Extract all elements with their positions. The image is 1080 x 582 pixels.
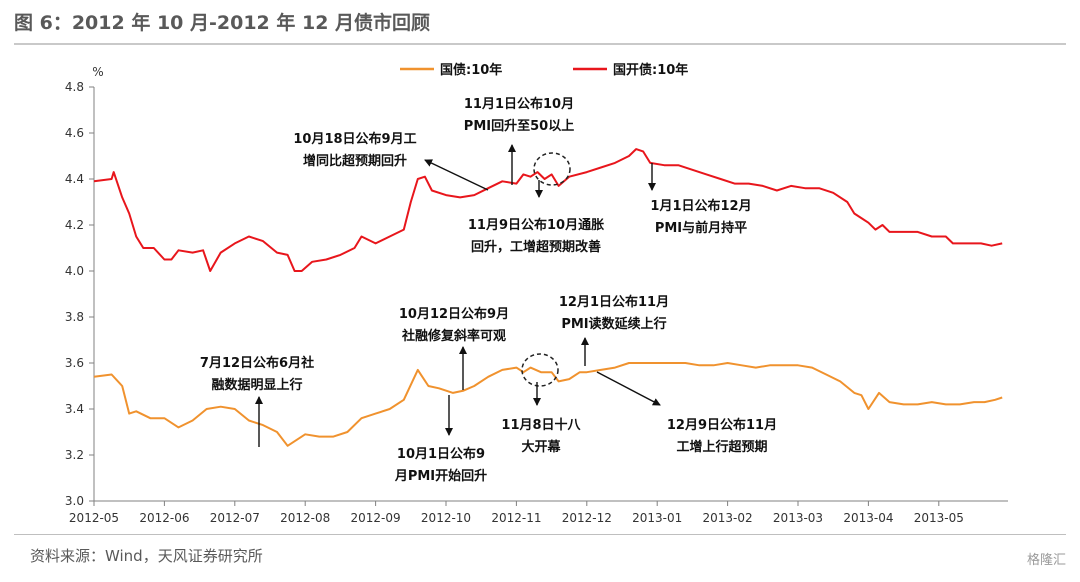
chart-legend: 国债:10年 国开债:10年 <box>400 62 688 78</box>
annotation-text: 增同比超预期回升 <box>303 153 407 169</box>
annotation-text: 10月1日公布9 <box>397 446 485 462</box>
y-tick-label: 4.2 <box>65 218 84 232</box>
legend-label: 国开债:10年 <box>613 62 688 78</box>
y-tick-label: 4.6 <box>65 126 84 140</box>
annotation-5: 12月1日公布11月 PMI读数延续上行 <box>559 294 669 366</box>
series-line-2 <box>93 148 1003 272</box>
annotation-text: 回升，工增超预期改善 <box>471 239 601 255</box>
annotation-text: 月PMI开始回升 <box>394 468 487 484</box>
annotation-text: 11月8日十八 <box>501 417 581 433</box>
x-tick-label: 2012-12 <box>562 511 612 525</box>
y-tick-label: 3.0 <box>65 494 84 508</box>
x-tick-label: 2013-05 <box>914 511 964 525</box>
x-tick-label: 2012-07 <box>210 511 260 525</box>
page-title: 图 6：2012 年 10 月-2012 年 12 月债市回顾 <box>14 12 431 34</box>
series-line-1 <box>93 362 1003 447</box>
x-tick-label: 2012-10 <box>421 511 471 525</box>
y-tick-label: 4.8 <box>65 80 84 94</box>
source-note: 资料来源：Wind，天风证券研究所 <box>30 547 263 565</box>
annotation-text: 工增上行超预期 <box>676 439 767 455</box>
watermark: 格隆汇 <box>1026 553 1066 568</box>
y-tick-label: 4.4 <box>65 172 84 186</box>
annotation-10: 10月1日公布9 月PMI开始回升 <box>394 395 487 484</box>
bond-yield-chart: % 4.8 4.6 4.4 4.2 4.0 3.8 3.6 3.4 3.2 3.0 2012-05 20… <box>65 62 1008 525</box>
annotation-text: 10月18日公布9月工 <box>293 131 416 147</box>
highlight-circle-1 <box>533 152 571 186</box>
annotation-text: 12月1日公布11月 <box>559 294 669 310</box>
y-tick-label: 3.6 <box>65 356 84 370</box>
chart-annotations: 11月1日公布10月PMI回升至50以上10月18日公布9月工增同比超预期回升1… <box>200 96 777 484</box>
annotation-text: 大开幕 <box>521 439 561 455</box>
annotation-text: 融数据明显上行 <box>211 377 302 393</box>
title-divider <box>14 43 1066 45</box>
annotation-arrow <box>596 371 661 406</box>
x-tick-label: 2013-04 <box>843 511 893 525</box>
legend-label: 国债:10年 <box>440 62 502 78</box>
x-tick-label: 2012-06 <box>139 511 189 525</box>
y-tick-label: 3.4 <box>65 402 84 416</box>
x-tick-label: 2012-05 <box>69 511 119 525</box>
chart-series <box>93 148 1003 447</box>
x-tick-label: 2012-11 <box>491 511 541 525</box>
x-tick-label: 2013-01 <box>632 511 682 525</box>
annotation-text: 11月9日公布10月通胀 <box>468 217 604 233</box>
chart-highlight-circles <box>521 152 571 387</box>
annotation-1: 11月1日公布10月 PMI回升至50以上 <box>464 96 574 185</box>
source-divider <box>14 534 1066 535</box>
x-tick-label: 2012-09 <box>351 511 401 525</box>
annotation-text: PMI与前月持平 <box>655 220 747 236</box>
x-tick-label: 2012-08 <box>280 511 330 525</box>
chart-axes: % 4.8 4.6 4.4 4.2 4.0 3.8 3.6 3.4 3.2 3.0 2012-05 20… <box>65 65 1008 525</box>
highlight-circle-2 <box>521 353 559 387</box>
annotation-text: PMI回升至50以上 <box>464 118 574 134</box>
annotation-arrow <box>424 159 489 191</box>
y-tick-label: 3.8 <box>65 310 84 324</box>
annotation-text: 12月9日公布11月 <box>667 417 777 433</box>
x-tick-label: 2013-03 <box>773 511 823 525</box>
annotation-text: 1月1日公布12月 <box>650 198 751 214</box>
x-tick-label: 2013-02 <box>703 511 753 525</box>
annotation-text: 11月1日公布10月 <box>464 96 574 112</box>
annotation-text: PMI读数延续上行 <box>561 316 666 332</box>
y-tick-label: 3.2 <box>65 448 84 462</box>
annotation-text: 社融修复斜率可观 <box>401 328 506 344</box>
y-tick-label: 4.0 <box>65 264 84 278</box>
y-axis-unit: % <box>92 65 103 79</box>
annotation-text: 10月12日公布9月 <box>399 306 509 322</box>
annotation-4: 1月1日公布12月 PMI与前月持平 <box>648 163 752 236</box>
annotation-text: 7月12日公布6月社 <box>200 355 314 371</box>
